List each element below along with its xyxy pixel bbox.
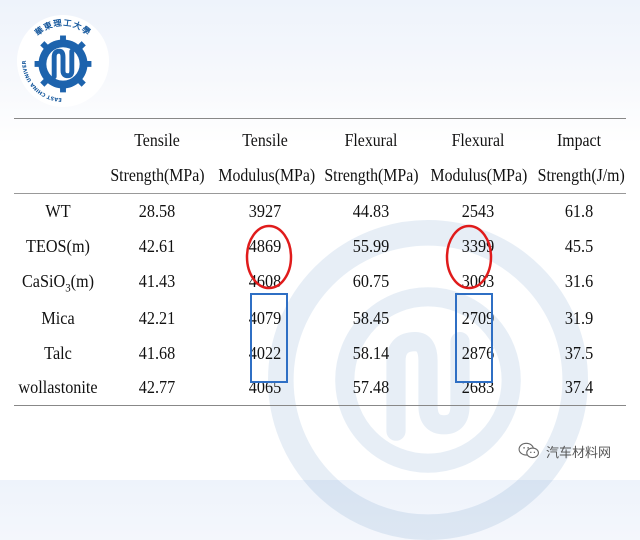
table-cell: 31.6 [564, 271, 594, 291]
table-cell: 4065 [248, 377, 282, 397]
col-header-tensile-strength-line2: Strength(MPa) [110, 165, 205, 185]
table-cell: 4608 [248, 271, 282, 291]
table-cell: 4022 [248, 343, 282, 363]
table-cell: 41.68 [138, 343, 176, 363]
gear-icon [34, 35, 92, 93]
row-label-wt: WT [45, 201, 71, 221]
table-cell: 2543 [461, 201, 495, 221]
table-cell: 44.83 [352, 201, 390, 221]
credit-text: 汽车材料网 [546, 445, 612, 461]
table-cell: 58.45 [352, 308, 390, 328]
table-cell: 41.43 [138, 271, 176, 291]
table-cell: 45.5 [564, 236, 594, 256]
table-cell: 31.9 [564, 308, 594, 328]
wechat-icon [518, 442, 539, 459]
row-label-casio3-subscript: 3 [65, 280, 71, 295]
col-header-impact-strength-line1: Impact [557, 130, 601, 150]
row-label-casio3-base: CaSiO [21, 271, 66, 291]
col-header-tensile-strength-line1: Tensile [134, 130, 180, 150]
table-cell: 2683 [461, 377, 495, 397]
slide: 華東理工大學 EAST CHINA UNIVERSITY OF SCIENCE … [14, 12, 626, 540]
table-cell: 57.48 [352, 377, 390, 397]
col-header-flexural-strength-line2: Strength(MPa) [324, 165, 419, 185]
table-cell: 3399 [461, 236, 495, 256]
table-cell: 58.14 [352, 343, 390, 363]
table-cell: 42.21 [138, 308, 176, 328]
row-label-mica: Mica [41, 308, 75, 328]
table-cell: 37.4 [564, 377, 594, 397]
table-cell: 60.75 [352, 271, 390, 291]
col-header-tensile-modulus-line2: Modulus(MPa) [218, 165, 316, 185]
col-header-flexural-strength-line1: Flexural [344, 130, 398, 150]
col-header-impact-strength-line2: Strength(J/m) [537, 165, 625, 185]
source-credit: 汽车材料网 [518, 440, 611, 462]
row-label-teos: TEOS(m) [26, 236, 90, 256]
table-cell: 3003 [461, 271, 495, 291]
col-header-flexural-modulus-line1: Flexural [451, 130, 505, 150]
table-cell: 42.77 [138, 377, 176, 397]
row-label-casio3-suffix: (m) [70, 271, 94, 291]
university-logo: 華東理工大學 EAST CHINA UNIVERSITY OF SCIENCE … [14, 12, 110, 108]
table-rule-header [14, 193, 626, 194]
table-cell: 55.99 [352, 236, 390, 256]
row-label-casio3: CaSiO3(m) [18, 271, 97, 298]
table-cell: 37.5 [564, 343, 594, 363]
table-cell: 42.61 [138, 236, 176, 256]
table-cell: 28.58 [138, 201, 176, 221]
col-header-tensile-modulus-line1: Tensile [242, 130, 288, 150]
table-cell: 3927 [248, 201, 282, 221]
table-cell: 2876 [461, 343, 495, 363]
table-cell: 2709 [461, 308, 495, 328]
table-cell: 4869 [248, 236, 282, 256]
col-header-flexural-modulus-line2: Modulus(MPa) [430, 165, 528, 185]
table-rule-top [14, 118, 626, 119]
row-label-talc: Talc [44, 343, 72, 363]
table-cell: 4079 [248, 308, 282, 328]
table-cell: 61.8 [564, 201, 594, 221]
row-label-wollastonite: wollastonite [18, 377, 98, 397]
table-rule-bottom [14, 405, 626, 406]
